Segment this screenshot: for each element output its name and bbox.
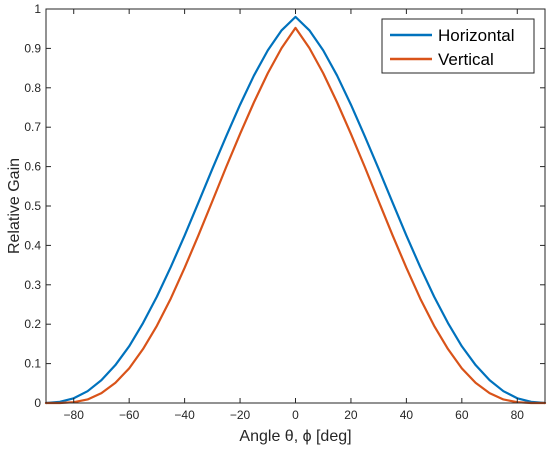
x-tick-label: 80 <box>511 408 525 422</box>
y-tick-label: 1 <box>34 2 41 16</box>
x-axis-title: Angle θ, ϕ [deg] <box>239 428 351 445</box>
y-tick-label: 0.8 <box>24 81 41 95</box>
y-tick-label: 0 <box>34 396 41 410</box>
legend: Horizontal Vertical <box>381 18 535 74</box>
y-tick-label: 0.7 <box>24 120 41 134</box>
series-layer <box>44 15 547 405</box>
x-tick-label: 60 <box>455 408 469 422</box>
y-tick-label: 0.2 <box>24 317 41 331</box>
y-tick-label: 0.4 <box>24 238 41 252</box>
series-line-horizontal <box>44 15 547 405</box>
x-tick-label: −20 <box>230 408 251 422</box>
y-axis-title: Relative Gain <box>6 158 23 254</box>
series-line-vertical <box>44 26 547 405</box>
ticks-layer: −80 −60 −40 −20 0 20 40 60 80 0 0.1 0.2 0.3 0.4 0.5 0.6… <box>24 2 545 422</box>
legend-label-vertical: Vertical <box>438 50 494 69</box>
plot-area <box>46 9 545 403</box>
x-tick-label: 0 <box>292 408 299 422</box>
x-tick-label: 40 <box>400 408 414 422</box>
legend-box <box>381 18 535 74</box>
y-tick-label: 0.1 <box>24 357 41 371</box>
y-tick-label: 0.5 <box>24 199 41 213</box>
y-tick-label: 0.3 <box>24 278 41 292</box>
plot-background <box>46 9 545 403</box>
x-tick-label: −60 <box>119 408 140 422</box>
x-tick-label: −80 <box>64 408 85 422</box>
y-tick-label: 0.6 <box>24 160 41 174</box>
legend-label-horizontal: Horizontal <box>438 26 515 45</box>
x-tick-label: −40 <box>174 408 195 422</box>
y-tick-label: 0.9 <box>24 41 41 55</box>
x-tick-label: 20 <box>344 408 358 422</box>
